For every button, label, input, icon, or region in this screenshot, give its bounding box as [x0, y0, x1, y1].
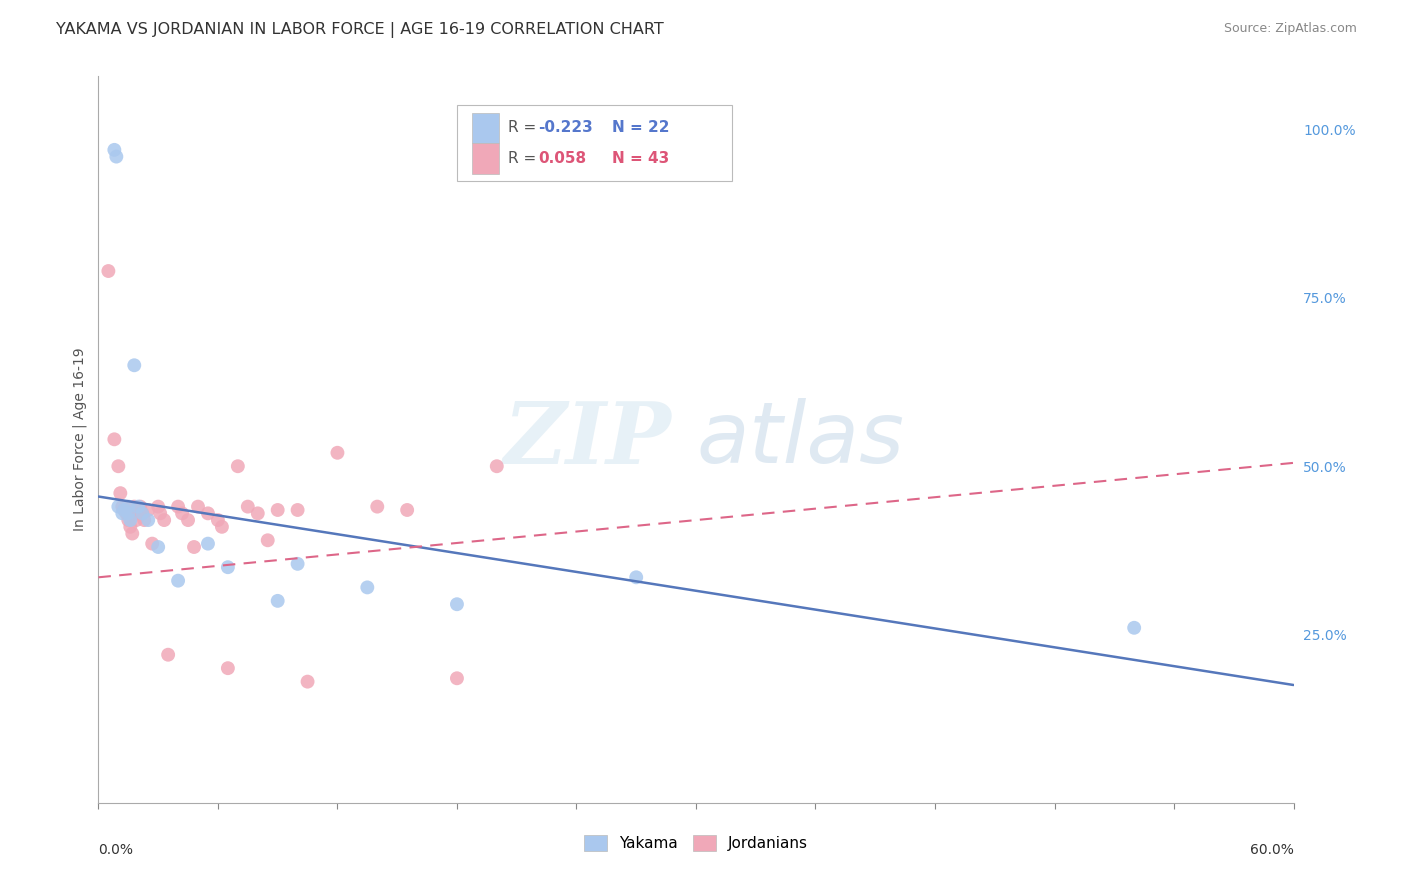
Point: [167, 500, 190, 514]
Point: [120, 520, 142, 534]
Text: N = 43: N = 43: [613, 151, 669, 166]
Point: [107, 459, 129, 474]
Point: [125, 513, 148, 527]
Point: [446, 597, 468, 611]
Point: [103, 432, 125, 446]
Point: [121, 526, 143, 541]
Point: [117, 500, 139, 514]
Point: [267, 594, 290, 608]
Point: [183, 540, 205, 554]
Point: [246, 507, 269, 521]
Point: [115, 507, 138, 521]
Point: [136, 513, 159, 527]
Text: R =: R =: [509, 151, 541, 166]
Point: [136, 503, 159, 517]
Point: [129, 500, 152, 514]
Legend: Yakama, Jordanians: Yakama, Jordanians: [578, 829, 814, 857]
Point: [172, 507, 194, 521]
Point: [485, 459, 508, 474]
FancyBboxPatch shape: [472, 143, 499, 174]
Text: N = 22: N = 22: [613, 120, 669, 136]
Point: [148, 500, 170, 514]
Point: [396, 503, 419, 517]
Point: [107, 500, 129, 514]
Point: [120, 513, 142, 527]
Text: ZIP: ZIP: [505, 398, 672, 481]
Text: YAKAMA VS JORDANIAN IN LABOR FORCE | AGE 16-19 CORRELATION CHART: YAKAMA VS JORDANIAN IN LABOR FORCE | AGE…: [56, 22, 664, 38]
Point: [1123, 621, 1146, 635]
Point: [197, 536, 219, 550]
Point: [267, 503, 290, 517]
Text: atlas: atlas: [696, 398, 904, 481]
Point: [117, 507, 139, 521]
Point: [197, 507, 219, 521]
Point: [287, 557, 309, 571]
Text: -0.223: -0.223: [538, 120, 593, 136]
Point: [149, 507, 172, 521]
FancyBboxPatch shape: [457, 105, 733, 181]
Y-axis label: In Labor Force | Age 16-19: In Labor Force | Age 16-19: [73, 348, 87, 531]
Point: [187, 500, 209, 514]
Point: [112, 503, 135, 517]
Point: [97, 264, 120, 278]
Point: [217, 661, 239, 675]
Point: [366, 500, 388, 514]
Text: Source: ZipAtlas.com: Source: ZipAtlas.com: [1223, 22, 1357, 36]
Point: [226, 459, 249, 474]
Point: [124, 358, 146, 372]
Point: [127, 500, 149, 514]
Point: [177, 513, 200, 527]
Point: [103, 143, 125, 157]
Point: [117, 513, 139, 527]
Point: [134, 513, 156, 527]
Point: [112, 503, 135, 517]
Text: 0.058: 0.058: [538, 151, 586, 166]
FancyBboxPatch shape: [472, 112, 499, 143]
Text: R =: R =: [509, 120, 541, 136]
Text: 60.0%: 60.0%: [1250, 843, 1294, 857]
Point: [207, 513, 229, 527]
Point: [217, 560, 239, 574]
Point: [105, 150, 128, 164]
Point: [326, 446, 349, 460]
Point: [148, 540, 170, 554]
Point: [127, 507, 149, 521]
Point: [356, 581, 378, 595]
Point: [124, 500, 146, 514]
Point: [141, 536, 163, 550]
Point: [236, 500, 259, 514]
Point: [131, 507, 153, 521]
Point: [211, 520, 233, 534]
Point: [167, 574, 190, 588]
Point: [256, 533, 278, 548]
Point: [626, 570, 648, 584]
Point: [153, 513, 176, 527]
Point: [111, 500, 134, 514]
Point: [110, 486, 132, 500]
Text: 0.0%: 0.0%: [98, 843, 134, 857]
Point: [446, 671, 468, 685]
Point: [111, 507, 134, 521]
Point: [287, 503, 309, 517]
Point: [297, 674, 319, 689]
Point: [131, 507, 153, 521]
Point: [157, 648, 180, 662]
